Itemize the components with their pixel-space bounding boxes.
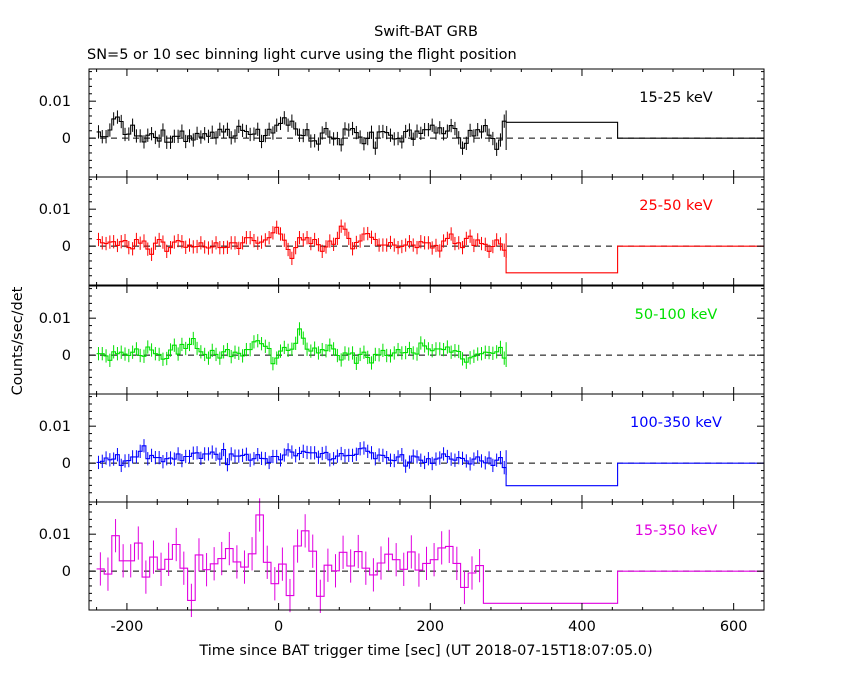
energy-band-label: 100-350 keV <box>630 415 722 431</box>
light-curve-step <box>96 514 764 604</box>
panel-0: 0 0.01 15-25 keV <box>39 68 765 178</box>
energy-band-label: 25-50 keV <box>639 198 713 214</box>
figure-title: Swift-BAT GRB <box>374 24 478 40</box>
energy-band-label: 50-100 keV <box>635 307 718 323</box>
light-curve-step <box>96 116 764 150</box>
x-tick-label: 200 <box>416 619 444 635</box>
energy-band-label: 15-350 keV <box>635 523 718 539</box>
panel-2: 0 0.01 50-100 keV <box>39 285 765 395</box>
y-tick-label: 0.01 <box>39 202 71 218</box>
y-tick-label: 0 <box>62 131 71 147</box>
panel-frame <box>88 176 765 286</box>
light-curve-step <box>96 225 764 274</box>
panels-group: 0 0.01 15-25 keV 0 0.01 25-50 keV 0 0.01 50-100 … <box>39 68 765 635</box>
y-tick-label: 0 <box>62 456 71 472</box>
panel-4: -200 0 200 400 600 0 0.01 15-350 keV <box>39 498 765 635</box>
light-curve-step <box>96 445 764 487</box>
x-tick-label: 0 <box>274 619 283 635</box>
x-tick-label: -200 <box>110 619 143 635</box>
panel-1: 0 0.01 25-50 keV <box>39 176 765 286</box>
panel-frame <box>88 68 765 178</box>
x-tick-label: 600 <box>720 619 748 635</box>
figure-subtitle: SN=5 or 10 sec binning light curve using… <box>87 47 517 63</box>
light-curve-step <box>96 328 507 365</box>
energy-band-label: 15-25 keV <box>639 90 713 106</box>
y-tick-label: 0 <box>62 348 71 364</box>
panel-3: 0 0.01 100-350 keV <box>39 393 765 503</box>
y-tick-label: 0 <box>62 239 71 255</box>
y-tick-label: 0.01 <box>39 419 71 435</box>
x-axis-label: Time since BAT trigger time [sec] (UT 20… <box>198 643 652 659</box>
y-tick-label: 0.01 <box>39 311 71 327</box>
x-tick-label: 400 <box>568 619 596 635</box>
y-tick-label: 0.01 <box>39 527 71 543</box>
y-tick-label: 0 <box>62 564 71 580</box>
y-tick-label: 0.01 <box>39 94 71 110</box>
panel-frame <box>88 393 765 503</box>
panel-frame <box>88 285 765 395</box>
y-axis-label: Counts/sec/det <box>10 286 26 395</box>
